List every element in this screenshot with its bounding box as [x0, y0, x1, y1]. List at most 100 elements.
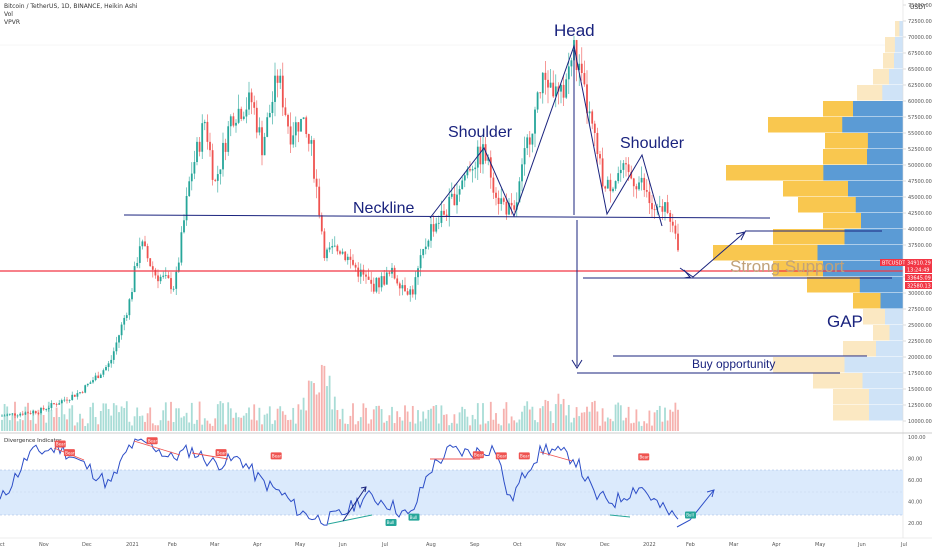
vp-row-buy [876, 341, 903, 357]
vp-row-sell [798, 197, 873, 213]
candle-body [612, 188, 614, 192]
candle-body [196, 141, 198, 163]
volume-bar [188, 422, 191, 431]
volume-bar [318, 392, 321, 431]
candle-body [190, 173, 193, 182]
volume-bar [274, 420, 276, 431]
candle-body [240, 108, 243, 119]
volume-bar [21, 420, 24, 431]
vp-row-buy [899, 21, 903, 37]
volume-bar [461, 406, 464, 431]
candle-body [453, 193, 456, 206]
vp-row-sell [813, 373, 863, 389]
volume-bar [183, 416, 185, 431]
candle-body [180, 232, 183, 263]
price-tick: 42500.00 [908, 211, 932, 217]
volume-bar [66, 419, 68, 431]
candle-body [596, 132, 599, 155]
candle-body [367, 276, 370, 280]
volume-bar [112, 403, 115, 431]
candle-body [653, 209, 656, 211]
candle-body [630, 172, 633, 179]
candle-body [261, 127, 263, 156]
volume-bar [170, 401, 172, 431]
candle-body [489, 157, 492, 178]
svg-text:Bear: Bear [497, 454, 507, 459]
volume-bar [570, 422, 573, 431]
candle-body [521, 164, 523, 182]
time-tick: Jun [857, 542, 866, 548]
candle-body [528, 137, 531, 145]
volume-bar [445, 414, 448, 431]
candle-body [42, 407, 45, 410]
price-tick: 62500.00 [908, 83, 932, 89]
candle-body [32, 411, 35, 414]
candle-body [297, 122, 300, 132]
volume-bar [102, 403, 105, 431]
volume-bar [123, 407, 126, 431]
candle-body [534, 109, 536, 134]
volume-bar [144, 421, 146, 431]
candle-body [3, 415, 6, 417]
volume-bar [16, 421, 19, 431]
candle-body [34, 411, 37, 414]
volume-bar [34, 423, 37, 431]
volume-bar [24, 406, 27, 431]
bull-divergence-line [609, 514, 631, 518]
candle-body [658, 206, 661, 207]
candle-body [336, 245, 339, 252]
volume-bar [248, 407, 250, 431]
candle-body [549, 82, 552, 88]
bear-signal: Bear [638, 453, 650, 461]
volume-bar [476, 403, 479, 431]
candle-body [206, 121, 209, 142]
candle-body [471, 169, 474, 171]
volume-bar [3, 404, 6, 431]
volume-bar [625, 417, 627, 431]
volume-bar [627, 406, 630, 431]
candle-body [250, 92, 253, 103]
candle-body [258, 127, 261, 133]
candle-body [310, 140, 313, 144]
volume-bar [258, 407, 261, 431]
volume-bar [552, 423, 555, 431]
volume-bar [32, 409, 35, 431]
candle-body [518, 181, 521, 203]
time-tick: Mar [210, 542, 220, 548]
vp-row-buy [889, 325, 903, 341]
volume-bar [328, 375, 331, 431]
candle-body [266, 117, 269, 137]
candle-body [29, 413, 32, 414]
candle-body [105, 367, 107, 371]
candle-body [458, 189, 461, 195]
volume-bar [539, 408, 542, 431]
svg-text:Bear: Bear [474, 452, 484, 457]
time-tick: Feb [686, 542, 695, 548]
candle-body [344, 251, 347, 261]
volume-bar [409, 421, 412, 431]
volume-bar [8, 420, 11, 431]
volume-bars [1, 364, 679, 431]
volume-bar [521, 411, 523, 431]
time-tick: May [815, 542, 825, 548]
time-tick: Apr [253, 542, 263, 548]
volume-bar [632, 422, 635, 431]
candle-body [305, 117, 308, 135]
volume-bar [508, 423, 510, 431]
bear-signal: Bear [495, 452, 507, 460]
volume-bar [245, 413, 248, 431]
candle-body [63, 399, 66, 401]
candle-body [339, 251, 341, 254]
svg-text:Bear: Bear [148, 439, 158, 444]
candle-body [552, 82, 555, 97]
volume-bar [422, 411, 425, 431]
volume-bar [544, 399, 547, 431]
time-tick: May [295, 542, 305, 548]
candle-body [401, 285, 404, 289]
volume-bar [159, 420, 162, 431]
svg-text:Bear: Bear [65, 450, 75, 455]
volume-bar [253, 404, 256, 431]
candle-body [232, 116, 235, 126]
volume-bar [565, 415, 568, 431]
candle-body [370, 279, 373, 284]
